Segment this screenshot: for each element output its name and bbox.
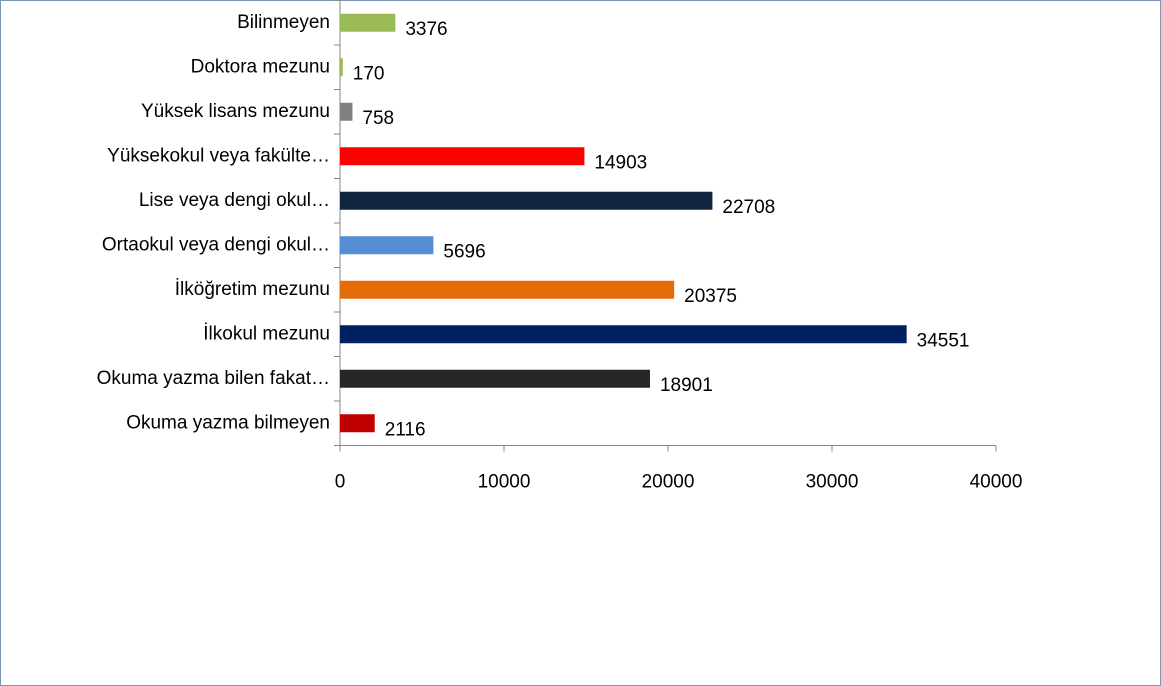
bar	[340, 102, 353, 121]
x-tick-label: 40000	[970, 472, 1023, 493]
y-tick-label: Ortaokul veya dengi okul…	[102, 234, 330, 255]
x-tick-label: 0	[335, 472, 346, 493]
y-tick-label: Okuma yazma bilmeyen	[126, 412, 330, 433]
data-label: 22708	[722, 197, 775, 218]
y-tick-label: Okuma yazma bilen fakat…	[97, 368, 330, 389]
data-label: 2116	[385, 419, 426, 440]
data-label: 3376	[405, 19, 447, 40]
data-label: 5696	[443, 241, 485, 262]
data-label: 18901	[660, 375, 713, 396]
data-label: 758	[362, 108, 394, 129]
bar	[340, 236, 434, 255]
x-tick-label: 20000	[642, 472, 695, 493]
bar	[340, 280, 675, 299]
y-tick-label: Doktora mezunu	[191, 56, 330, 77]
data-label: 34551	[917, 330, 970, 351]
y-tick-label: Lise veya dengi okul…	[139, 190, 330, 211]
y-tick-label: İlkokul mezunu	[203, 323, 330, 344]
bar	[340, 191, 713, 210]
data-label: 14903	[594, 152, 647, 173]
y-tick-label: İlköğretim mezunu	[175, 279, 330, 300]
y-tick-label: Bilinmeyen	[237, 12, 330, 33]
x-tick-label: 30000	[806, 472, 859, 493]
bar	[340, 369, 650, 388]
y-tick-label: Yüksek lisans mezunu	[141, 101, 330, 122]
data-label: 170	[353, 63, 385, 84]
data-label: 20375	[684, 286, 737, 307]
bar	[340, 325, 907, 344]
bar	[340, 58, 343, 77]
x-tick-label: 10000	[478, 472, 531, 493]
bar	[340, 147, 585, 166]
y-tick-label: Yüksekokul veya fakülte…	[107, 145, 330, 166]
bar	[340, 13, 396, 32]
bar	[340, 414, 375, 433]
